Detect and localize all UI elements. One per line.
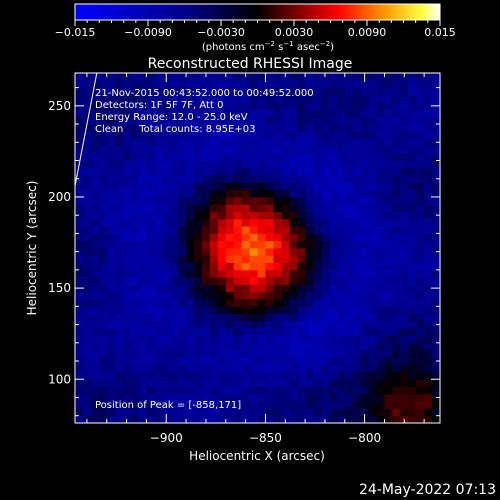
annotation-clean: Clean Total counts: 8.95E+03 [95,124,255,135]
colorbar: −0.015 −0.0090 −0.0030 0.0030 0.0090 0.015 (p… [55,3,456,53]
colorbar-tick-label: −0.0090 [124,26,172,39]
annotation-energy: Energy Range: 12.0 - 25.0 keV [95,112,248,123]
colorbar-unit: (photons cm−2 s−1 asec−2) [202,40,334,53]
annotations: 21-Nov-2015 00:43:52.000 to 00:49:52.000… [95,88,314,411]
annotation-detectors: Detectors: 1F 5F 7F, Att 0 [95,100,223,111]
x-tick-label: −800 [348,431,381,445]
y-tick-label: 150 [48,281,71,295]
y-axis: 100 150 200 250 [48,87,440,417]
colorbar-tick-label: 0.015 [424,26,456,39]
colorbar-tick-label: 0.0030 [275,26,314,39]
y-tick-label: 200 [48,190,71,204]
x-axis: −900 −850 −800 [86,73,425,445]
plot-frame [74,72,441,424]
annotation-peak: Position of Peak = [-858,171] [95,400,241,411]
x-axis-label: Heliocentric X (arcsec) [189,449,325,463]
y-tick-label: 100 [48,372,71,386]
colorbar-tick-label: 0.0090 [348,26,387,39]
annotation-time-range: 21-Nov-2015 00:43:52.000 to 00:49:52.000 [95,88,314,99]
solar-limb-line [74,72,98,187]
x-tick-label: −850 [249,431,282,445]
chart-title: Reconstructed RHESSI Image [148,56,353,72]
colorbar-gradient [75,4,440,20]
colorbar-ticks: −0.015 −0.0090 −0.0030 0.0030 0.0090 0.015 [55,20,456,39]
y-axis-label: Heliocentric Y (arcsec) [25,181,39,316]
y-tick-label: 250 [48,99,71,113]
colorbar-tick-label: −0.0030 [197,26,245,39]
x-tick-label: −900 [150,431,183,445]
footer-timestamp: 24-May-2022 07:13 [359,482,496,498]
heatmap-image [75,73,441,424]
colorbar-tick-label: −0.015 [55,26,96,39]
